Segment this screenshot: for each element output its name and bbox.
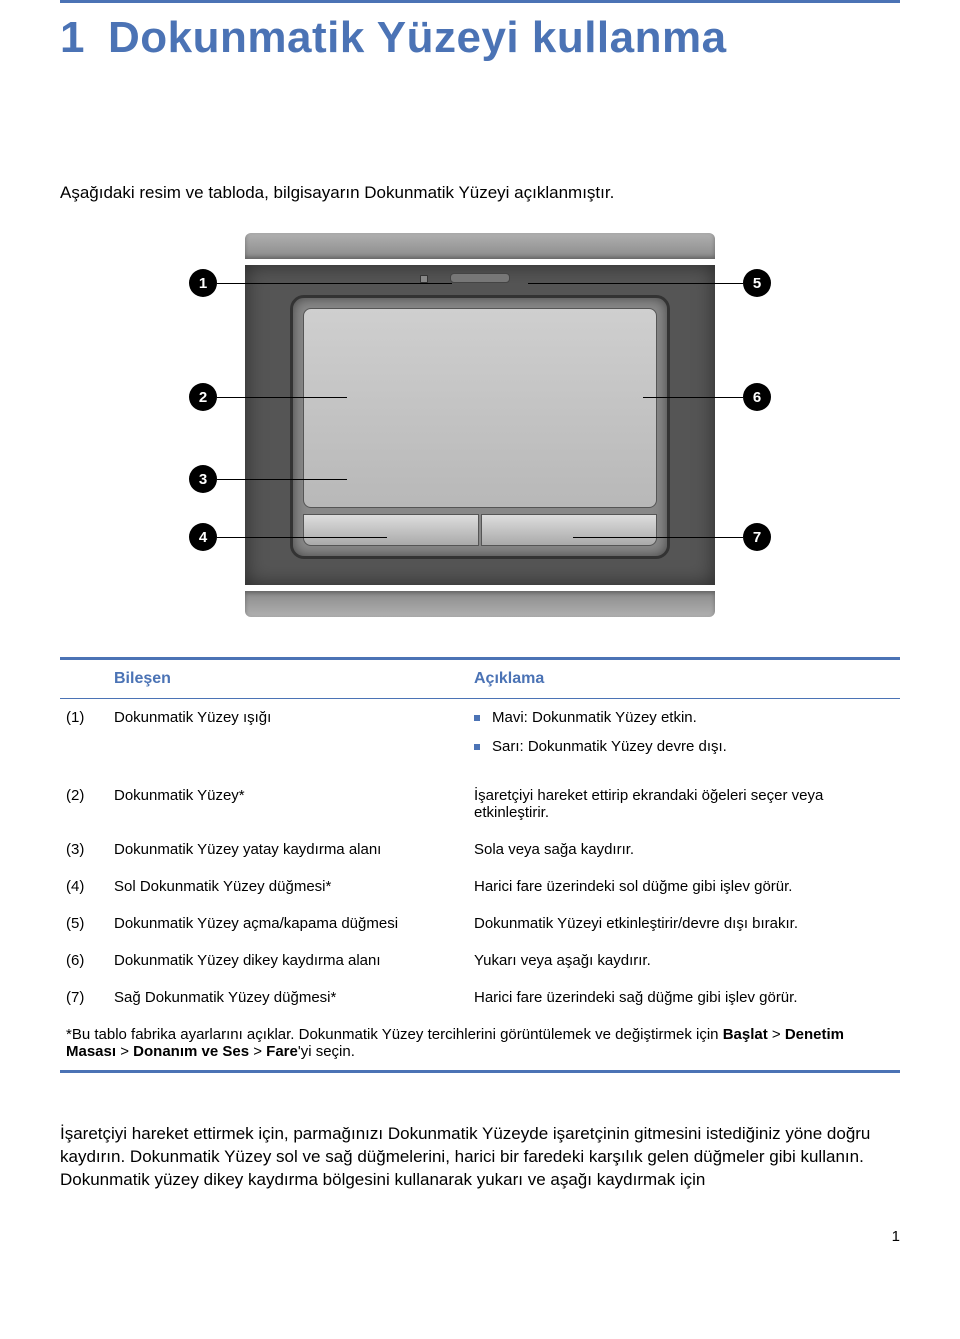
row-description: Dokunmatik Yüzeyi etkinleştirir/devre dı…: [474, 915, 894, 932]
row-number: (1): [66, 709, 114, 726]
callout-dot-4: 4: [189, 523, 217, 551]
row-number: (5): [66, 915, 114, 932]
footnote-bold-4: Fare: [266, 1043, 298, 1060]
callout-dot-7: 7: [743, 523, 771, 551]
intro-text: Aşağıdaki resim ve tabloda, bilgisayarın…: [60, 183, 900, 203]
footnote-pre: *Bu tablo fabrika ayarlarını açıklar. Do…: [66, 1026, 723, 1043]
callout-dot-1: 1: [189, 269, 217, 297]
callout-5: 5: [528, 269, 771, 297]
callout-6: 6: [643, 383, 771, 411]
callout-1: 1: [189, 269, 452, 297]
table-header-description: Açıklama: [474, 670, 894, 688]
callout-dot-5: 5: [743, 269, 771, 297]
table-row: (1) Dokunmatik Yüzey ışığı Mavi: Dokunma…: [60, 699, 900, 777]
row-description: Harici fare üzerindeki sol düğme gibi iş…: [474, 878, 894, 895]
callout-dot-2: 2: [189, 383, 217, 411]
row-component: Dokunmatik Yüzey dikey kaydırma alanı: [114, 952, 474, 969]
table-row: (6) Dokunmatik Yüzey dikey kaydırma alan…: [60, 942, 900, 979]
row-description: Yukarı veya aşağı kaydırır.: [474, 952, 894, 969]
touchpad-surface: [303, 308, 657, 508]
row-component: Dokunmatik Yüzey açma/kapama düğmesi: [114, 915, 474, 932]
top-rule: [60, 0, 900, 3]
row-number: (4): [66, 878, 114, 895]
touchpad-frame: 1 2 3 4 5: [245, 265, 715, 585]
chapter-title-text: Dokunmatik Yüzeyi kullanma: [108, 13, 727, 62]
component-table: Bileşen Açıklama (1) Dokunmatik Yüzey ış…: [60, 657, 900, 1073]
row-component: Dokunmatik Yüzey yatay kaydırma alanı: [114, 841, 474, 858]
page-number: 1: [60, 1228, 900, 1245]
row-number: (7): [66, 989, 114, 1006]
row-number: (3): [66, 841, 114, 858]
touchpad-bezel: [290, 295, 670, 559]
touchpad-toggle-button: [450, 273, 510, 283]
footnote-bold-1: Başlat: [723, 1026, 768, 1043]
table-footnote: *Bu tablo fabrika ayarlarını açıklar. Do…: [60, 1016, 900, 1073]
callout-4: 4: [189, 523, 387, 551]
body-paragraph: İşaretçiyi hareket ettirmek için, parmağ…: [60, 1123, 900, 1192]
chapter-number: 1: [60, 13, 108, 63]
footnote-post: 'yi seçin.: [298, 1043, 355, 1060]
table-row: (3) Dokunmatik Yüzey yatay kaydırma alan…: [60, 831, 900, 868]
row-component: Sol Dokunmatik Yüzey düğmesi*: [114, 878, 474, 895]
row-description: Sola veya sağa kaydırır.: [474, 841, 894, 858]
table-header-component: Bileşen: [114, 670, 474, 688]
callout-2: 2: [189, 383, 347, 411]
device-panel-top: [245, 233, 715, 259]
footnote-bold-3: Donanım ve Ses: [133, 1043, 249, 1060]
callout-3: 3: [189, 465, 347, 493]
table-row: (7) Sağ Dokunmatik Yüzey düğmesi* Harici…: [60, 979, 900, 1016]
table-row: (2) Dokunmatik Yüzey* İşaretçiyi hareket…: [60, 777, 900, 831]
row-description: Harici fare üzerindeki sağ düğme gibi iş…: [474, 989, 894, 1006]
bullet-item: Sarı: Dokunmatik Yüzey devre dışı.: [474, 738, 894, 755]
bullet-item: Mavi: Dokunmatik Yüzey etkin.: [474, 709, 894, 726]
callout-7: 7: [573, 523, 771, 551]
row-component: Dokunmatik Yüzey ışığı: [114, 709, 474, 726]
row-number: (6): [66, 952, 114, 969]
touchpad-illustration: 1 2 3 4 5: [180, 233, 780, 617]
row-component: Sağ Dokunmatik Yüzey düğmesi*: [114, 989, 474, 1006]
table-row: (4) Sol Dokunmatik Yüzey düğmesi* Harici…: [60, 868, 900, 905]
row-component: Dokunmatik Yüzey*: [114, 787, 474, 804]
row-description: İşaretçiyi hareket ettirip ekrandaki öğe…: [474, 787, 894, 821]
chapter-title: 1Dokunmatik Yüzeyi kullanma: [60, 13, 900, 63]
callout-dot-3: 3: [189, 465, 217, 493]
row-bullet-list: Mavi: Dokunmatik Yüzey etkin. Sarı: Doku…: [474, 709, 894, 755]
table-row: (5) Dokunmatik Yüzey açma/kapama düğmesi…: [60, 905, 900, 942]
device-panel-bottom: [245, 591, 715, 617]
callout-dot-6: 6: [743, 383, 771, 411]
row-number: (2): [66, 787, 114, 804]
table-header: Bileşen Açıklama: [60, 660, 900, 699]
